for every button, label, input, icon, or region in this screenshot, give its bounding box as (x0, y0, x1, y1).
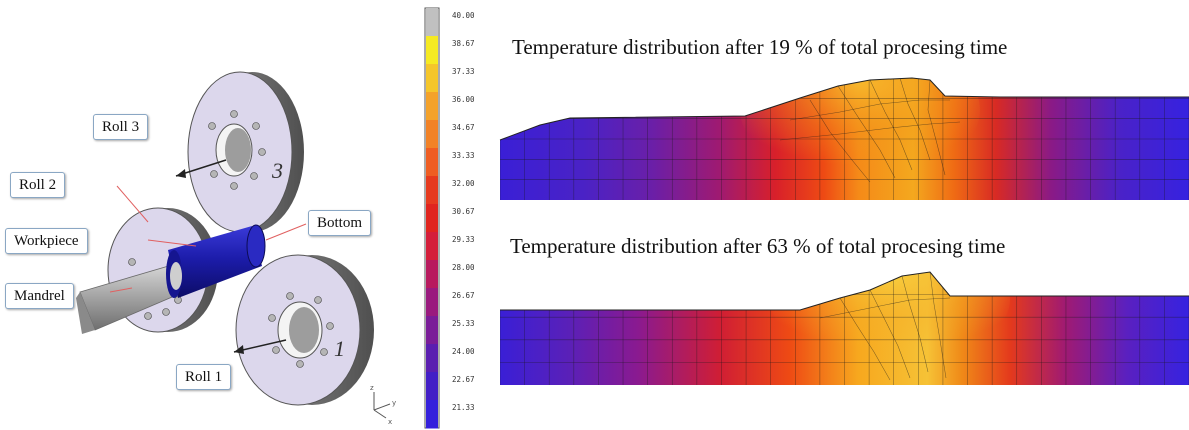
callout-leaders (109, 185, 307, 293)
colorbar-tick-label: 32.00 (452, 179, 475, 188)
colorbar-tick-label: 30.67 (452, 207, 475, 216)
colorbar-tick-label: 37.33 (452, 67, 475, 76)
colorbar-tick-label: 38.67 (452, 39, 475, 48)
plot-title-top: Temperature distribution after 19 % of t… (512, 35, 1008, 59)
colorbar-tick-label: 34.67 (452, 123, 475, 132)
svg-text:y: y (392, 399, 396, 407)
label-workpiece: Workpiece (5, 228, 88, 254)
colorbar-tick-label: 40.00 (452, 11, 475, 20)
roll-3: 3 (175, 71, 304, 233)
colorbar-tick-label: 29.33 (452, 235, 475, 244)
colorbar-band (426, 260, 438, 289)
roll-1-number: 1 (334, 336, 345, 361)
colorbar-band (426, 344, 438, 373)
colorbar-tick-label: 24.00 (452, 347, 475, 356)
colorbar-tick-label: 21.33 (452, 403, 475, 412)
axis-triad-icon: z y x (370, 384, 396, 426)
roll-3-number: 3 (271, 158, 283, 183)
color-scale-bar: 40.00 38.67 37.33 36.00 34.67 33.33 32.00 30.67… (424, 7, 475, 429)
machine-diagram: 3 (76, 71, 396, 426)
colorbar-band (426, 148, 438, 177)
colorbar-band (426, 232, 438, 261)
temperature-plot-bottom (500, 271, 1189, 385)
colorbar-band (426, 92, 438, 121)
colorbar-tick-label: 33.33 (452, 151, 475, 160)
colorbar-tick-label: 25.33 (452, 319, 475, 328)
label-roll-2: Roll 2 (10, 172, 66, 198)
svg-text:x: x (388, 418, 392, 426)
label-mandrel: Mandrel (5, 283, 74, 309)
colorbar-tick-label: 28.00 (452, 263, 475, 272)
plot-title-bottom: Temperature distribution after 63 % of t… (510, 234, 1006, 258)
label-bottom: Bottom (308, 210, 372, 236)
label-roll-1: Roll 1 (176, 364, 232, 390)
svg-text:z: z (370, 384, 374, 392)
roll-1: 1 (233, 254, 374, 406)
colorbar-band (426, 400, 438, 429)
colorbar-band (426, 64, 438, 93)
label-roll-3: Roll 3 (93, 114, 149, 140)
colorbar-band (426, 316, 438, 345)
temperature-plot-top (499, 77, 1189, 200)
colorbar-band (426, 176, 438, 205)
colorbar-band (426, 288, 438, 317)
colorbar-tick-label: 36.00 (452, 95, 475, 104)
colorbar-band (426, 8, 438, 37)
colorbar-band (426, 204, 438, 233)
colorbar-tick-label: 22.67 (452, 375, 475, 384)
colorbar-band (426, 120, 438, 149)
colorbar-band (426, 372, 438, 401)
colorbar-tick-label: 26.67 (452, 291, 475, 300)
colorbar-band (426, 36, 438, 65)
workpiece-tube (166, 224, 266, 298)
